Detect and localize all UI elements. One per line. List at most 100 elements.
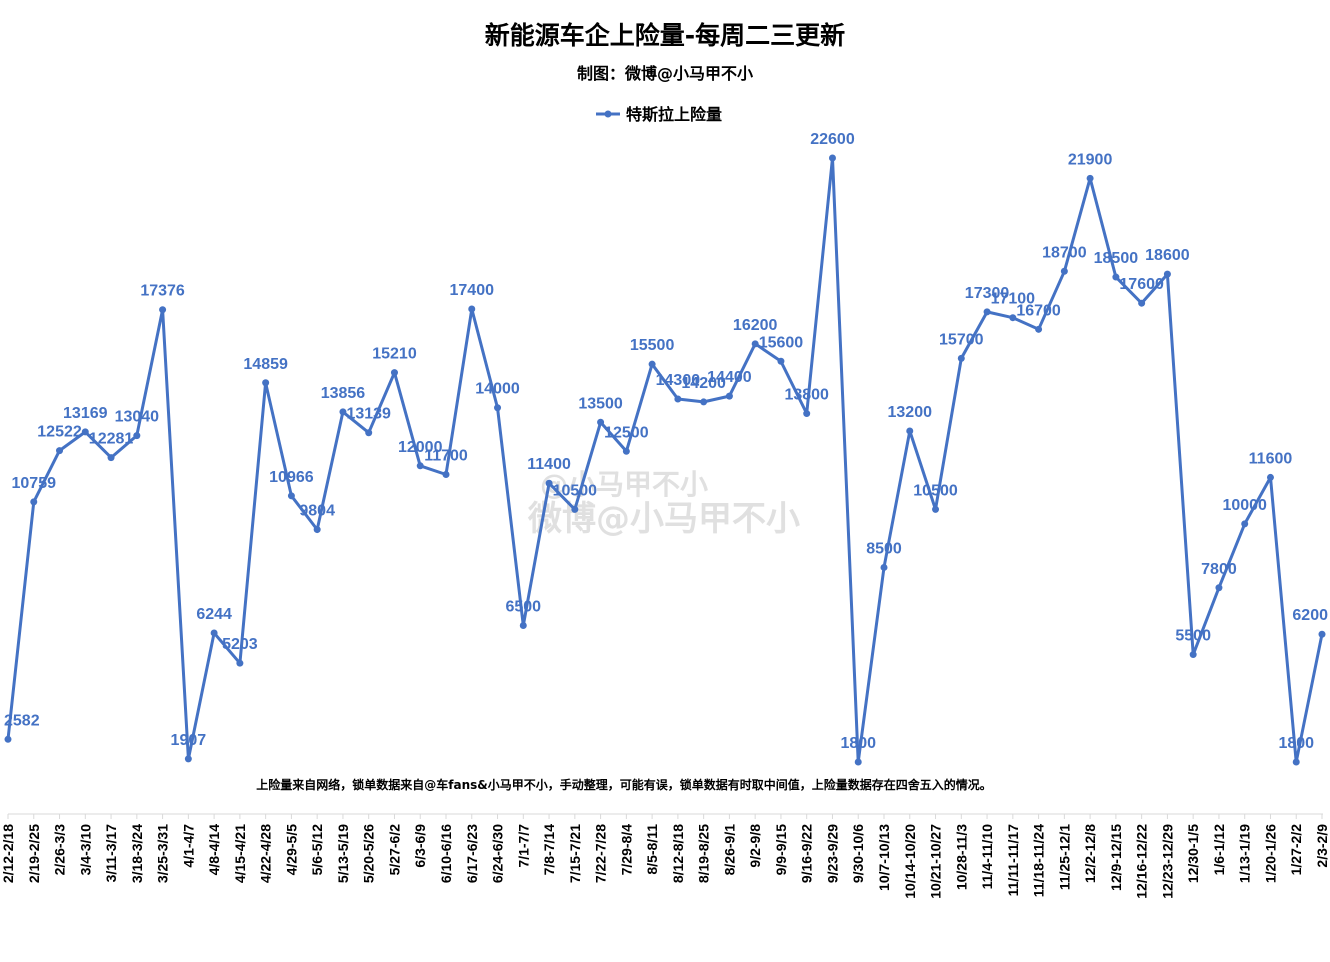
- x-tick-label: 9/2-9/8: [747, 824, 763, 868]
- data-point: [390, 369, 398, 377]
- x-tick-label: 7/22-7/28: [593, 824, 609, 883]
- data-label: 16700: [1016, 302, 1061, 319]
- data-label: 10759: [12, 475, 57, 492]
- data-label: 12000: [398, 439, 443, 456]
- data-label: 10500: [913, 482, 958, 499]
- data-label: 15210: [372, 346, 417, 363]
- data-label: 9804: [299, 503, 335, 520]
- data-point: [1318, 630, 1326, 638]
- x-tick-label: 12/30-1/5: [1185, 824, 1201, 883]
- data-label: 13200: [888, 404, 933, 421]
- data-point: [674, 395, 682, 403]
- data-point: [1009, 314, 1017, 322]
- data-label: 13040: [115, 409, 160, 426]
- data-point: [107, 454, 115, 462]
- data-label: 1907: [171, 732, 207, 749]
- data-point: [184, 755, 192, 763]
- x-tick-label: 12/23-12/29: [1159, 824, 1175, 899]
- data-point: [1060, 267, 1068, 275]
- data-label: 10966: [269, 469, 314, 486]
- data-point: [597, 418, 605, 426]
- data-point: [622, 447, 630, 455]
- legend-label: 特斯拉上险量: [626, 105, 722, 124]
- data-point: [365, 429, 373, 437]
- data-label: 13500: [578, 395, 623, 412]
- data-label: 18600: [1145, 247, 1190, 264]
- data-point: [4, 735, 12, 743]
- x-tick-label: 4/8-4/14: [206, 824, 222, 876]
- x-tick-label: 10/21-10/27: [928, 824, 944, 899]
- data-point: [519, 622, 527, 630]
- x-tick-label: 6/10-6/16: [438, 824, 454, 883]
- x-tick-label: 8/26-9/1: [721, 824, 737, 876]
- data-label: 17100: [991, 291, 1036, 308]
- x-tick-label: 3/11-3/17: [103, 824, 119, 883]
- x-tick-label: 6/3-6/9: [412, 824, 428, 868]
- x-tick-label: 1/27-2/2: [1288, 824, 1304, 876]
- data-label: 15700: [939, 331, 984, 348]
- data-point: [751, 340, 759, 348]
- data-label: 14000: [475, 381, 520, 398]
- data-label: 5500: [1175, 628, 1211, 645]
- x-tick-label: 4/1-4/7: [180, 824, 196, 868]
- data-label: 6200: [1292, 607, 1328, 624]
- data-point: [81, 428, 89, 436]
- x-tick-label: 7/15-7/21: [567, 824, 583, 883]
- data-point: [1266, 473, 1274, 481]
- data-label: 15500: [630, 337, 675, 354]
- data-point: [648, 360, 656, 368]
- x-tick-label: 10/14-10/20: [902, 824, 918, 899]
- data-point: [906, 427, 914, 435]
- x-tick-label: 11/4-11/10: [979, 824, 995, 890]
- x-tick-label: 6/24-6/30: [490, 824, 506, 883]
- x-tick-label: 8/12-8/18: [670, 824, 686, 883]
- data-label: 18500: [1094, 250, 1139, 267]
- data-label: 6500: [505, 599, 541, 616]
- data-point: [1035, 325, 1043, 333]
- x-tick-label: 4/22-4/28: [258, 824, 274, 883]
- x-tick-label: 11/25-12/1: [1056, 824, 1072, 890]
- data-point: [777, 357, 785, 365]
- x-tick-label: 11/11-11/17: [1005, 824, 1021, 897]
- data-label: 13800: [784, 387, 829, 404]
- data-point: [957, 354, 965, 362]
- chart-note: 上险量来自网络，锁单数据来自@车fans&小马甲不小，手动整理，可能有误，锁单数…: [256, 777, 991, 792]
- data-point: [828, 154, 836, 162]
- x-tick-label: 7/8-7/14: [541, 824, 557, 876]
- x-tick-label: 10/7-10/13: [876, 824, 892, 891]
- data-label: 5203: [222, 636, 258, 653]
- data-point: [287, 492, 295, 500]
- data-label: 12281: [89, 431, 134, 448]
- data-label: 17376: [140, 283, 185, 300]
- data-label: 11700: [424, 448, 468, 465]
- series-line: [6, 156, 1324, 764]
- data-point: [56, 447, 64, 455]
- x-tick-label: 9/23-9/29: [824, 824, 840, 883]
- data-label: 7800: [1201, 561, 1237, 578]
- x-tick-label: 7/1-7/7: [515, 824, 531, 868]
- x-tick-label: 11/18-11/24: [1031, 824, 1047, 897]
- data-point: [442, 471, 450, 479]
- data-label: 12500: [604, 424, 649, 441]
- x-tick-label: 12/9-12/15: [1108, 824, 1124, 891]
- watermark-line-1: @小马甲不小: [540, 468, 708, 501]
- chart-subtitle: 制图：微博@小马甲不小: [577, 64, 753, 83]
- data-point: [983, 308, 991, 316]
- x-tick-label: 7/29-8/4: [618, 824, 634, 876]
- x-tick-label: 2/19-2/25: [26, 824, 42, 883]
- data-point: [1292, 758, 1300, 766]
- data-point: [1163, 270, 1171, 278]
- data-point: [1086, 174, 1094, 182]
- data-label: 17300: [965, 285, 1010, 302]
- data-label: 13856: [321, 385, 366, 402]
- x-tick-label: 12/16-12/22: [1134, 824, 1150, 899]
- x-tick-label: 5/27-6/2: [386, 824, 402, 876]
- data-label: 17600: [1119, 276, 1164, 293]
- data-point: [1112, 273, 1120, 281]
- data-point: [339, 408, 347, 416]
- x-tick-label: 10/28-11/3: [953, 824, 969, 890]
- watermark-line-2: 微博@小马甲不小: [527, 499, 800, 539]
- data-label: 1800: [840, 735, 876, 752]
